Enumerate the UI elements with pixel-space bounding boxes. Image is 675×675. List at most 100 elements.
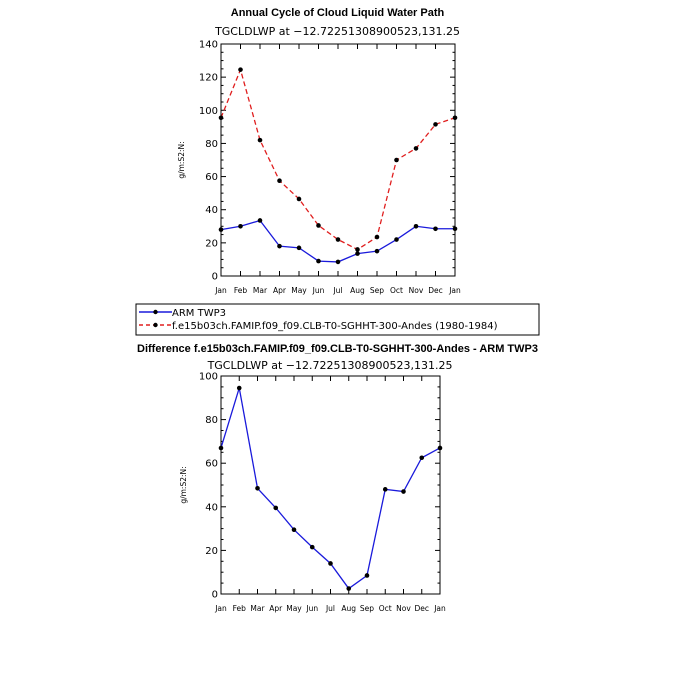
bottom-ytick-label: 80 [205, 415, 218, 426]
bottom-xtick-label: Apr [269, 604, 283, 613]
top-series-0-point [413, 223, 419, 229]
legend-marker-model [153, 322, 158, 328]
bottom-series-0-point [382, 487, 388, 492]
bottom-ytick-label: 100 [199, 372, 218, 383]
bottom-chart-subtitle: TGCLDLWP at −12.72251308900523,131.25 [207, 359, 453, 372]
legend: ARM TWP3 f.e15b03ch.FAMIP.f09_f09.CLB-T0… [135, 303, 540, 336]
bottom-series-0-point [273, 505, 279, 511]
bottom-series-0-point [291, 527, 297, 532]
top-series-0-point [394, 237, 399, 242]
bottom-series-0-point [419, 455, 425, 461]
top-series-1-point [238, 67, 243, 72]
bottom-chart-axes: 0 20 40 60 80 100 Jan Feb Mar Apr May Jun Jul Aug Sep O… [199, 372, 446, 614]
top-series-1-point [257, 137, 263, 143]
top-chart-ylabel: g/m:S2:N: [177, 141, 186, 178]
top-series-0-point [374, 248, 380, 254]
bottom-series-0-point [346, 586, 352, 591]
top-xtick-label: Apr [273, 286, 287, 295]
top-ytick-label: 20 [205, 238, 218, 249]
bottom-series-0-point [401, 489, 406, 494]
top-series-0-point [238, 223, 243, 229]
top-series-1-point [218, 115, 224, 121]
bottom-series-0-point [364, 573, 370, 578]
top-series-0-point [257, 218, 263, 223]
top-series-0-point [335, 259, 341, 265]
top-ytick-label: 0 [212, 272, 218, 283]
bottom-xtick-label: Nov [396, 604, 411, 613]
bottom-xtick-label: Jan [433, 604, 446, 613]
bottom-series-0-point [255, 485, 260, 491]
top-series-0-point [452, 226, 458, 232]
top-chart-title: Annual Cycle of Cloud Liquid Water Path [231, 7, 445, 19]
bottom-series-0-point [218, 445, 224, 451]
bottom-ytick-label: 0 [212, 590, 218, 601]
top-ytick-label: 60 [205, 172, 218, 183]
top-xtick-label: Oct [390, 286, 403, 295]
bottom-xtick-label: Mar [250, 604, 265, 613]
top-series-1-point [355, 247, 360, 252]
top-series-0-point [433, 226, 438, 232]
top-xtick-label: Nov [409, 286, 424, 295]
legend-label-arm: ARM TWP3 [172, 308, 226, 319]
top-series-1-point [277, 178, 282, 184]
bottom-ytick-label: 20 [205, 546, 218, 557]
bottom-xtick-label: Aug [341, 604, 356, 613]
bottom-series-line-0 [220, 387, 441, 590]
top-series-1-point [433, 122, 438, 127]
bottom-xtick-label: Jun [305, 604, 318, 613]
top-series-0-point [296, 245, 302, 251]
bottom-chart-title: Difference f.e15b03ch.FAMIP.f09_f09.CLB-… [137, 343, 538, 355]
top-series-1-point [296, 196, 302, 202]
bottom-chart-ylabel: g/m:S2:N: [179, 466, 188, 503]
top-chart-axes: 0 20 40 60 80 100 120 140 Jan Feb Mar Apr May Jun Jul A… [199, 40, 461, 296]
top-ytick-label: 80 [205, 139, 218, 150]
bottom-ytick-label: 60 [205, 459, 218, 470]
top-series-0-point [316, 258, 321, 264]
difference-chart: Difference f.e15b03ch.FAMIP.f09_f09.CLB-… [137, 343, 538, 613]
top-xtick-label: May [291, 286, 307, 295]
top-series-1-point [335, 237, 341, 242]
bottom-series-0-point [437, 445, 443, 451]
top-xtick-label: Jul [332, 286, 342, 295]
bottom-xtick-label: Feb [233, 604, 247, 613]
bottom-xtick-label: Oct [379, 604, 392, 613]
top-series-1-point [452, 115, 458, 121]
top-series-0-point [277, 243, 282, 249]
top-series-1-point [316, 223, 321, 228]
annual-cycle-chart: Annual Cycle of Cloud Liquid Water Path … [177, 7, 461, 295]
top-xtick-label: Aug [350, 286, 365, 295]
bottom-xtick-label: Sep [360, 604, 374, 613]
bottom-series-0-point [309, 544, 315, 550]
top-series-0-point [355, 251, 360, 256]
top-xtick-label: Jun [312, 286, 325, 295]
top-ytick-label: 140 [199, 40, 218, 51]
bottom-xtick-label: Dec [414, 604, 429, 613]
top-chart-marks [218, 67, 458, 265]
legend-label-model: f.e15b03ch.FAMIP.f09_f09.CLB-T0-SGHHT-30… [172, 321, 498, 332]
legend-box [135, 303, 540, 336]
top-series-1-point [413, 146, 419, 151]
top-ytick-label: 100 [199, 106, 218, 117]
bottom-ytick-label: 40 [205, 502, 218, 513]
top-series-1-point [374, 234, 380, 240]
top-xtick-label: Jan [214, 286, 227, 295]
top-xtick-label: Sep [370, 286, 384, 295]
top-xtick-label: Feb [234, 286, 248, 295]
top-ytick-label: 40 [205, 205, 218, 216]
top-series-0-point [218, 227, 224, 232]
top-xtick-label: Mar [253, 286, 268, 295]
top-chart-subtitle: TGCLDLWP at −12.72251308900523,131.25 [214, 25, 460, 38]
top-xtick-label: Jan [448, 286, 461, 295]
bottom-xtick-label: May [286, 604, 302, 613]
bottom-xtick-label: Jul [325, 604, 335, 613]
top-xtick-label: Dec [428, 286, 443, 295]
top-series-line-1 [220, 67, 456, 251]
bottom-series-0-point [328, 561, 333, 566]
bottom-series-0-point [236, 385, 242, 391]
bottom-xtick-label: Jan [214, 604, 227, 613]
top-series-1-point [394, 157, 399, 163]
top-ytick-label: 120 [199, 73, 218, 84]
legend-marker-arm [153, 309, 158, 315]
bottom-chart-marks [218, 385, 443, 591]
